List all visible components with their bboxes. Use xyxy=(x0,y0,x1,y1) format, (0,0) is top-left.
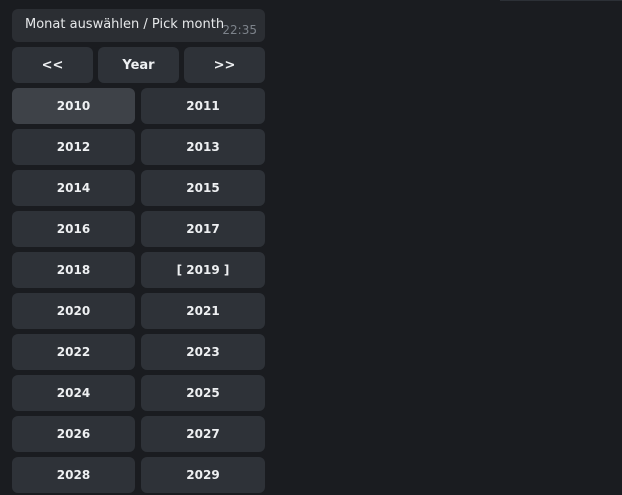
year-button-2026[interactable]: 2026 xyxy=(12,416,135,452)
year-button-2018[interactable]: 2018 xyxy=(12,252,135,288)
year-button-2029[interactable]: 2029 xyxy=(141,457,265,493)
year-button-2011[interactable]: 2011 xyxy=(141,88,265,124)
year-button[interactable]: Year xyxy=(98,47,179,83)
prev-button[interactable]: << xyxy=(12,47,93,83)
year-button-2010[interactable]: 2010 xyxy=(12,88,135,124)
year-button-2012[interactable]: 2012 xyxy=(12,129,135,165)
year-button-2023[interactable]: 2023 xyxy=(141,334,265,370)
year-button-2016[interactable]: 2016 xyxy=(12,211,135,247)
year-button-2022[interactable]: 2022 xyxy=(12,334,135,370)
year-button-2020[interactable]: 2020 xyxy=(12,293,135,329)
year-button-2017[interactable]: 2017 xyxy=(141,211,265,247)
year-button-2013[interactable]: 2013 xyxy=(141,129,265,165)
year-button-2024[interactable]: 2024 xyxy=(12,375,135,411)
header-divider xyxy=(500,0,622,1)
message-time: 22:35 xyxy=(222,23,257,37)
message-text: Monat auswählen / Pick month xyxy=(25,17,225,32)
year-button-2027[interactable]: 2027 xyxy=(141,416,265,452)
year-button-2021[interactable]: 2021 xyxy=(141,293,265,329)
year-button-2025[interactable]: 2025 xyxy=(141,375,265,411)
next-button[interactable]: >> xyxy=(184,47,265,83)
year-button-2028[interactable]: 2028 xyxy=(12,457,135,493)
year-button-2014[interactable]: 2014 xyxy=(12,170,135,206)
year-button-2019[interactable]: [ 2019 ] xyxy=(141,252,265,288)
message-bubble: Monat auswählen / Pick month 22:35 xyxy=(12,9,265,42)
year-button-2015[interactable]: 2015 xyxy=(141,170,265,206)
